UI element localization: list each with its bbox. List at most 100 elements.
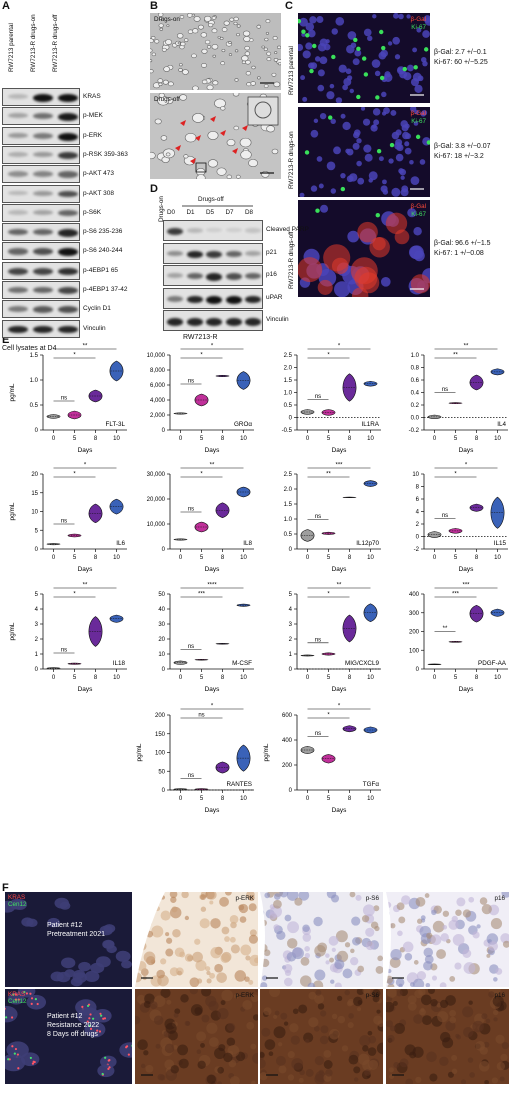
nucleus [422,30,430,38]
cell [184,132,197,143]
sig-label: * [73,592,76,598]
nucleus [21,917,34,927]
nucleus [372,14,377,19]
tissue-cell [195,959,207,972]
blot-band [8,94,28,99]
tissue-cell [157,1073,165,1081]
tissue-cell [347,998,355,1006]
nucleus [356,138,362,144]
blot-row [2,165,80,184]
tissue-cell [290,1035,300,1045]
nucleus [302,96,308,102]
blot-row [2,184,80,203]
tissue-cell [314,969,326,981]
nucleus [388,158,394,164]
nucleus [305,42,313,50]
x-tick-label: 0 [52,436,56,442]
tissue-cell [219,896,229,907]
cell [236,33,240,37]
blot-band [58,267,78,276]
cell [223,20,230,26]
nucleus [394,54,401,60]
blot-band [8,209,28,215]
nucleus [363,28,372,37]
kras-spot [17,998,20,1001]
y-tick-label: 0 [35,428,39,434]
sig-label: *** [462,583,470,589]
x-tick-label: 10 [367,436,374,442]
tissue-cell [307,982,316,987]
x-tick-label: 8 [348,436,352,442]
nucleus [313,118,319,124]
nucleus [316,15,324,23]
drugs-on-header: Drugs-on [158,196,165,222]
sig-label: *** [452,592,460,598]
y-tick-label: 200 [409,630,420,636]
tissue-cell [320,1010,327,1017]
kras-spot [108,1066,111,1069]
cell [221,27,228,32]
tissue-cell [419,1008,426,1016]
kras-spot [5,1007,6,1010]
kras-spot [32,1060,35,1063]
x-axis-label: Days [332,807,348,814]
bgal-stat: β-Gal: 96.6 +/−1.5 [434,239,491,247]
blot-band [8,248,28,255]
tissue-cell [228,1059,237,1068]
bgal-spot [372,237,386,251]
nucleus [299,17,308,27]
tissue-cell [390,923,396,929]
y-tick-label: 0 [416,535,420,541]
tissue-cell [166,999,172,1005]
tissue-cell [423,960,433,971]
tissue-cell [300,956,310,966]
tissue-cell [451,1068,458,1075]
cell [228,41,232,45]
tissue-cell [394,1023,405,1034]
tissue-cell [460,1079,467,1084]
tissue-cell [248,903,257,912]
tissue-cell [180,994,189,1003]
sig-label: * [465,463,468,469]
kras-spot [14,993,17,996]
cell [257,76,261,80]
brightfield-drugs-on: Drugs-on [150,13,281,90]
tissue-cell [357,965,365,973]
cell [158,16,163,20]
blot-row-label: p-S6K [83,208,102,216]
tissue-cell [245,955,251,961]
nucleus [373,119,380,126]
cell [273,58,279,62]
tissue-cell [495,967,503,975]
nucleus [347,31,357,40]
cell [228,53,233,56]
tissue-cell [373,1015,383,1025]
nucleus [326,91,335,100]
nucleus [413,121,419,126]
tissue-cell [254,989,258,993]
cell [233,16,239,22]
nucleus [59,901,71,910]
bgal-label: β-Gal [410,16,426,23]
cell [273,81,281,88]
nucleus [333,146,341,155]
x-tick-label: 5 [327,555,331,561]
tissue-cell [206,1022,218,1034]
nucleus [384,71,391,78]
tissue-cell [348,1013,354,1019]
tissue-cell [187,955,194,962]
violin-chart-0: 0 0.5 1.0 1.5 0 5 8 10 Days pg/mL FLT-3L ** * ns [5,343,133,458]
ki67-spot [423,47,429,52]
nucleus [329,83,335,89]
tissue-cell [224,936,230,942]
tissue-cell [278,1065,287,1074]
nucleus [97,1064,115,1078]
y-tick-label: 50 [158,592,165,598]
x-tick-label: 10 [113,436,120,442]
nucleus [331,28,338,35]
tissue-cell [462,949,472,958]
nucleus [391,131,400,140]
tissue-cell [420,915,426,921]
tissue-cell [397,930,403,937]
tissue-cell [274,893,281,900]
